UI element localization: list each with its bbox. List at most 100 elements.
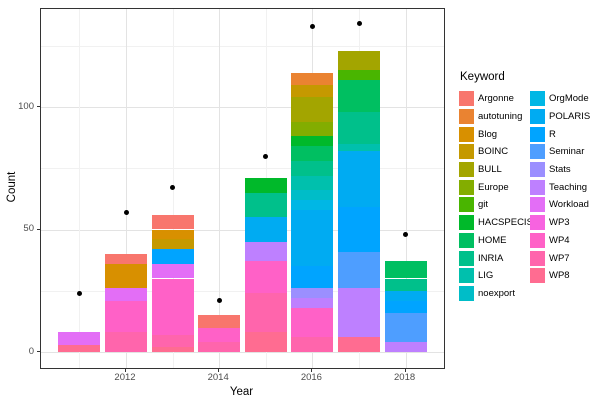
- legend-label-INRIA: INRIA: [478, 252, 504, 264]
- legend-swatch-Workload: [530, 197, 545, 213]
- legend-label-POLARIS: POLARIS: [549, 111, 591, 123]
- legend-item-R: R: [530, 125, 600, 143]
- bar-segment-Blog: [105, 263, 147, 289]
- plot-panel: [40, 8, 445, 369]
- bar-segment-Teaching: [291, 298, 334, 308]
- bar-segment-LIG: [338, 143, 380, 152]
- gridline-y-minor: [41, 290, 444, 292]
- bar-segment-WP7: [105, 332, 147, 352]
- bar-segment-Seminar: [384, 312, 427, 343]
- legend-swatch-Europe: [459, 179, 474, 195]
- legend-swatch-WP7: [530, 250, 545, 266]
- x-tick-mark: [311, 368, 313, 372]
- legend-swatch-WP8: [530, 268, 545, 284]
- y-tick-mark: [36, 106, 40, 107]
- legend-item-WP4: WP4: [530, 232, 600, 250]
- bar-segment-WP7: [291, 337, 334, 352]
- bar-segment-git: [338, 70, 380, 81]
- legend-swatch-HACSPECIS: [459, 215, 474, 231]
- legend-swatch-LIG: [459, 268, 474, 284]
- x-tick-label-2016: 2016: [300, 372, 322, 383]
- legend-item-INRIA: INRIA: [459, 249, 530, 267]
- y-tick-label-0: 0: [28, 345, 34, 357]
- legend-label-Teaching: Teaching: [549, 181, 588, 193]
- x-axis-title: Year: [229, 386, 254, 398]
- legend-item-WP3: WP3: [530, 214, 600, 232]
- point-2014: [216, 298, 222, 304]
- x-tick-label-2014: 2014: [207, 372, 229, 383]
- bar-segment-HOME: [291, 146, 334, 161]
- gridline-y-major: [41, 107, 444, 108]
- bar-segment-WP8: [151, 347, 194, 352]
- gridline-x-major: [126, 9, 127, 368]
- point-2016: [309, 23, 315, 29]
- y-tick-label-50: 50: [23, 223, 34, 234]
- legend: Keyword Argonne autotuning Blog BOINC BULL Eu…: [459, 71, 599, 302]
- legend-label-Stats: Stats: [549, 164, 571, 176]
- x-tick-label-2018: 2018: [394, 372, 416, 383]
- y-tick-label-100: 100: [18, 100, 34, 112]
- bar-segment-HACSPECIS: [244, 178, 287, 193]
- x-tick-mark: [125, 368, 126, 372]
- x-tick-mark: [404, 368, 406, 372]
- bar-segment-WP4: [291, 307, 334, 338]
- legend-label-git: git: [478, 199, 489, 211]
- legend-swatch-Teaching: [530, 179, 545, 195]
- legend-label-LIG: LIG: [478, 270, 494, 282]
- legend-swatch-R: [530, 126, 545, 142]
- bar-segment-INRIA: [384, 278, 427, 291]
- bar-segment-Seminar: [338, 251, 380, 289]
- legend-item-noexport: noexport: [459, 285, 530, 303]
- bar-segment-R: [291, 266, 334, 289]
- gridline-y-major: [41, 352, 444, 353]
- x-tick-label-2012: 2012: [114, 372, 136, 383]
- bar-segment-OrgMode: [291, 200, 334, 210]
- point-2017: [356, 21, 362, 27]
- y-tick-mark: [36, 228, 40, 230]
- legend-swatch-noexport: [459, 285, 474, 301]
- legend-label-BULL: BULL: [478, 164, 502, 176]
- bar-segment-Teaching: [384, 342, 427, 352]
- bar-segment-WP4: [105, 300, 147, 333]
- bar-segment-HOME: [338, 80, 380, 112]
- gridline-x-minor: [79, 9, 81, 368]
- bar-segment-WP8: [338, 337, 380, 352]
- legend-swatch-INRIA: [459, 250, 474, 266]
- legend-label-Seminar: Seminar: [549, 146, 585, 158]
- legend-item-BOINC: BOINC: [459, 143, 530, 161]
- legend-label-WP3: WP3: [549, 217, 570, 229]
- legend-item-BULL: BULL: [459, 161, 530, 179]
- legend-swatch-WP4: [530, 232, 545, 248]
- legend-title: Keyword: [460, 71, 505, 83]
- bar-segment-noexport: [291, 190, 334, 201]
- legend-label-autotuning: autotuning: [478, 111, 523, 123]
- bar-segment-WP8: [58, 344, 101, 352]
- legend-label-WP4: WP4: [549, 234, 570, 246]
- bar-segment-POLARIS: [338, 151, 380, 208]
- bar-segment-BOINC: [151, 239, 194, 250]
- bar-segment-WP4: [151, 278, 194, 335]
- legend-label-HOME: HOME: [478, 234, 507, 246]
- legend-item-Argonne: Argonne: [459, 90, 530, 108]
- legend-swatch-Blog: [459, 126, 474, 142]
- bar-segment-Workload: [151, 263, 194, 279]
- bar-segment-WP8: [244, 332, 287, 352]
- legend-swatch-HOME: [459, 232, 474, 248]
- bar-segment-WP4: [244, 261, 287, 294]
- point-2018: [403, 231, 409, 237]
- legend-item-Blog: Blog: [459, 125, 530, 143]
- legend-item-git: git: [459, 196, 530, 214]
- legend-swatch-BOINC: [459, 144, 474, 160]
- bar-segment-R: [384, 300, 427, 313]
- gridline-x-major: [405, 9, 407, 368]
- bar-segment-R: [151, 249, 194, 264]
- bar-segment-Teaching: [244, 241, 287, 262]
- bar-segment-Argonne: [105, 254, 147, 264]
- bar-segment-BULL: [291, 97, 334, 122]
- x-tick-mark: [218, 368, 220, 372]
- point-2012: [123, 209, 129, 215]
- bar-segment-BOINC: [291, 84, 334, 98]
- legend-label-OrgMode: OrgMode: [549, 93, 589, 105]
- legend-label-BOINC: BOINC: [478, 146, 509, 158]
- legend-item-WP8: WP8: [530, 267, 600, 285]
